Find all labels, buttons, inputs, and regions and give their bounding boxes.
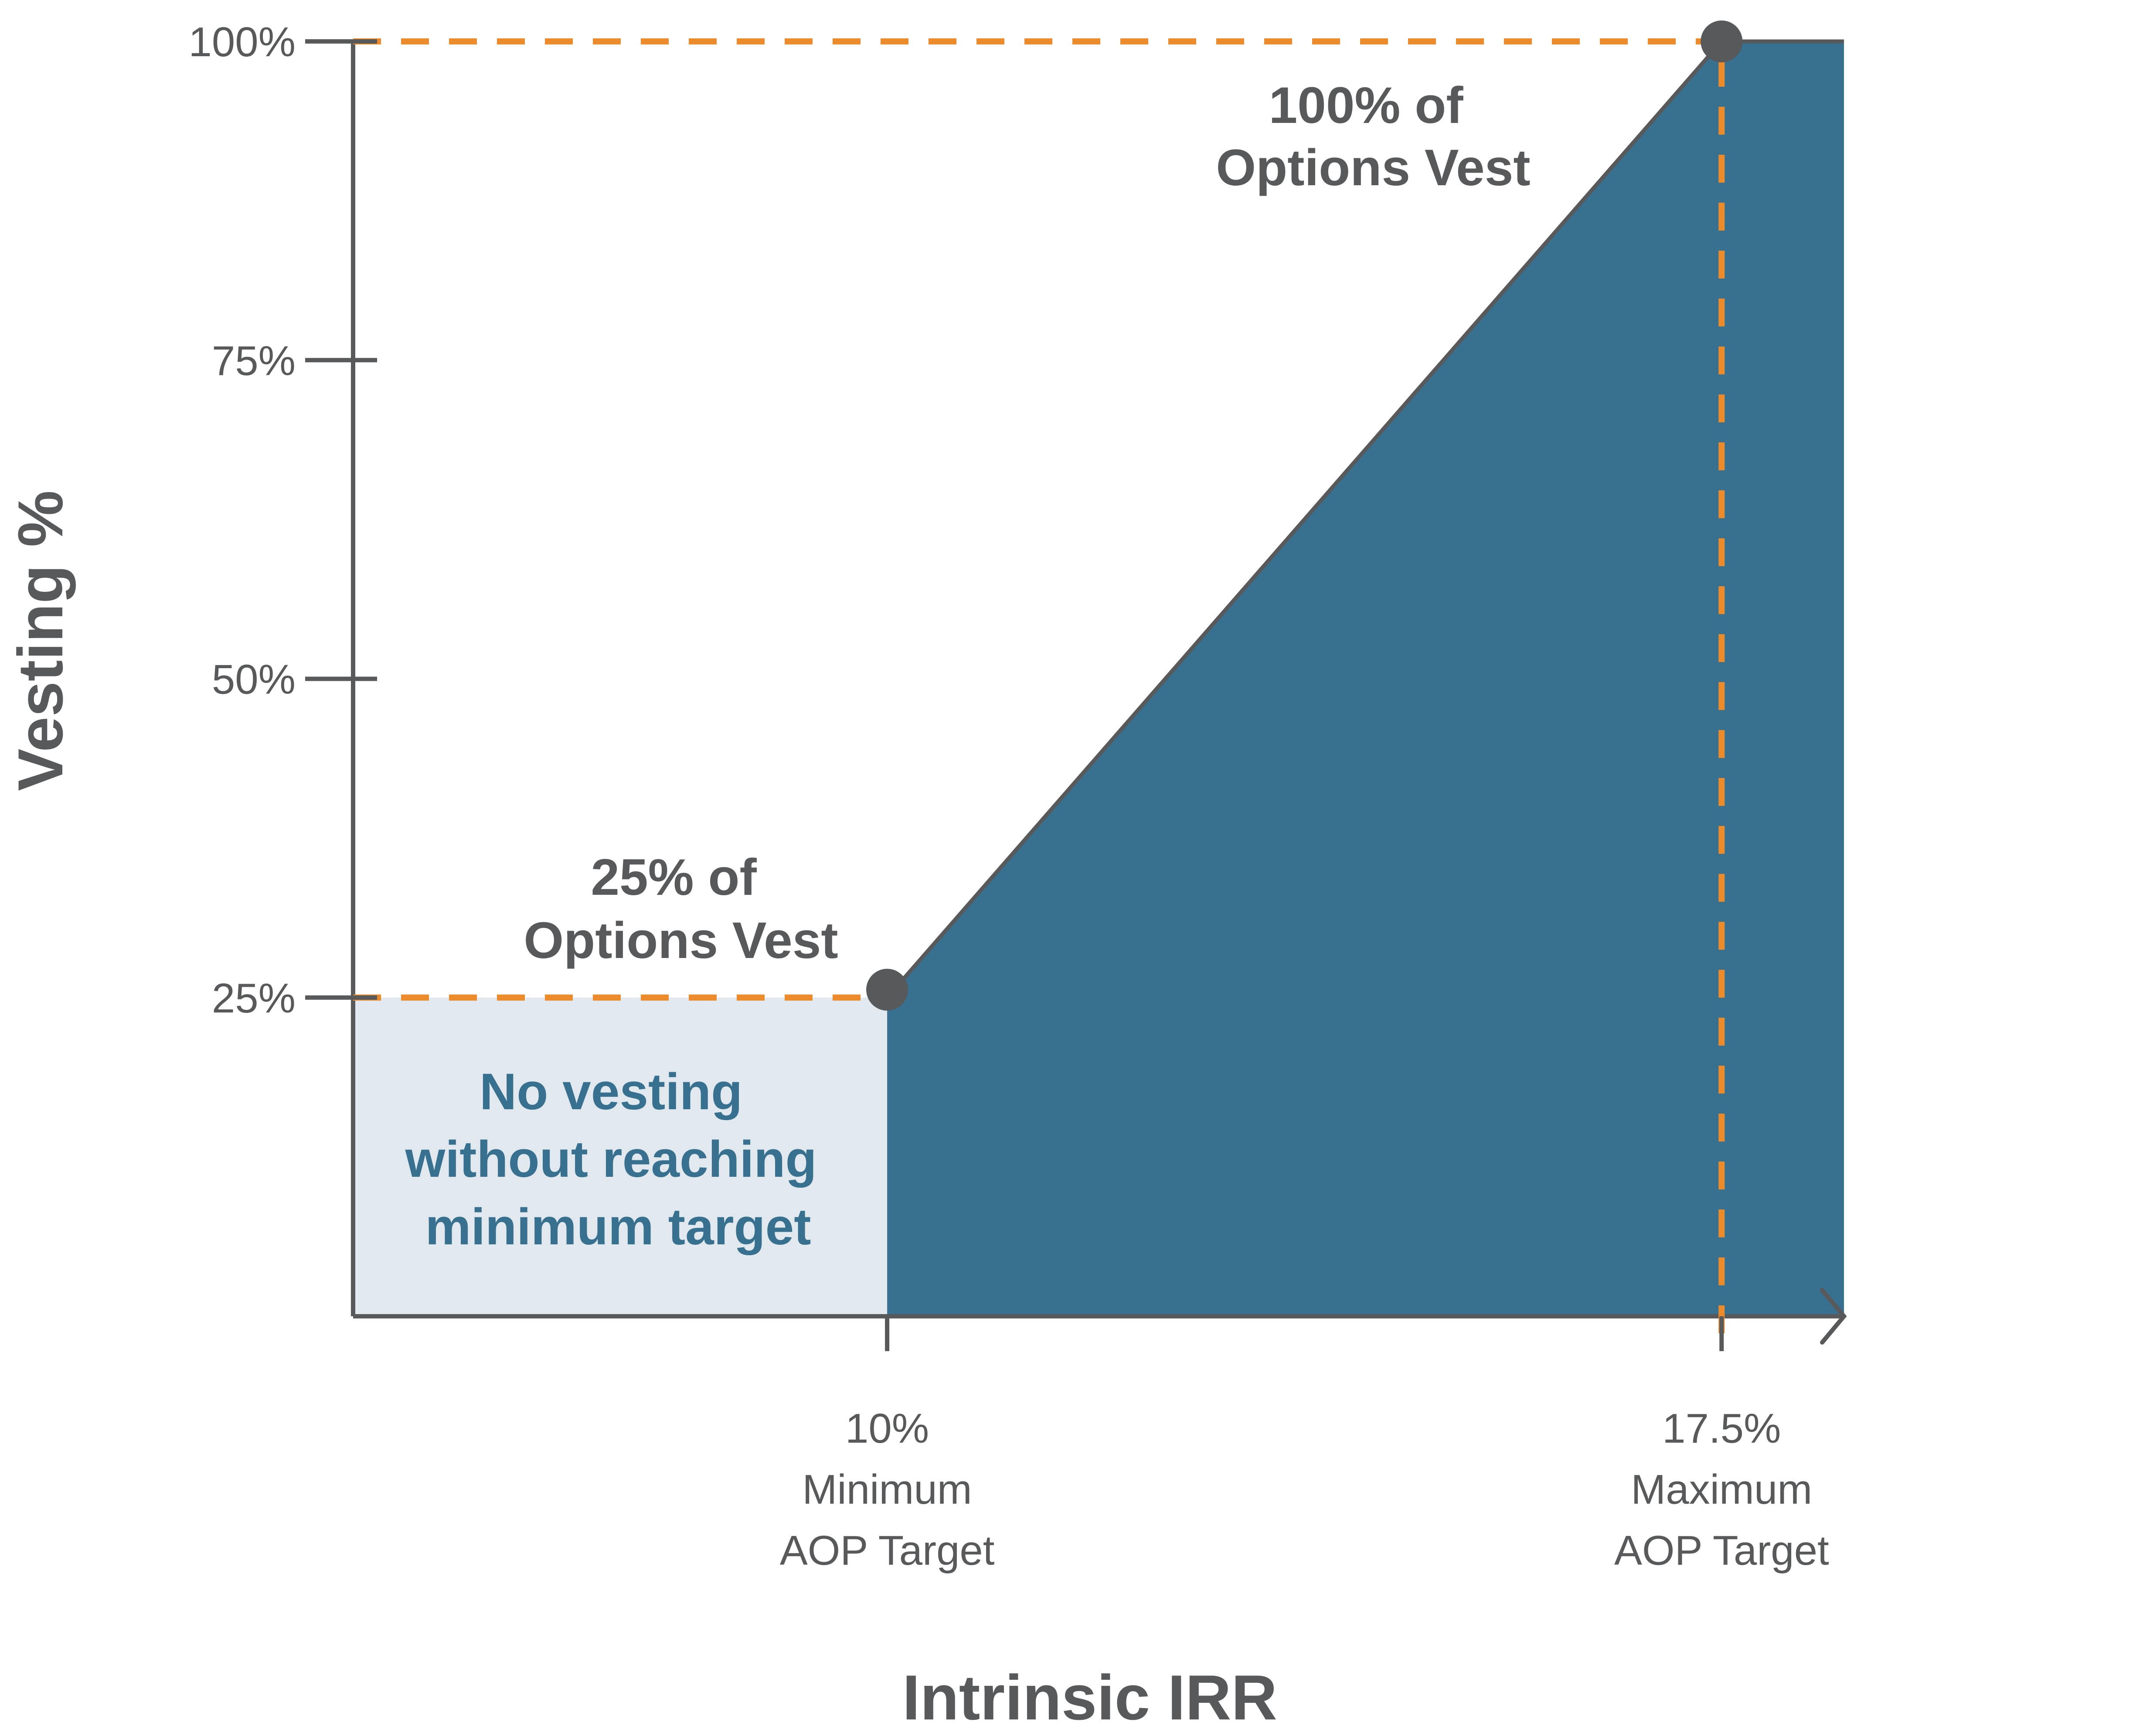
x-axis-arrow-icon [1820, 1288, 1847, 1345]
min-target-point [866, 968, 908, 1011]
min-callout-line-2: Options Vest [524, 912, 838, 969]
no-vesting-line-3: minimum target [425, 1198, 811, 1256]
min-point-callout: 25% of Options Vest [524, 849, 838, 969]
no-vesting-line-2: without reaching [405, 1131, 817, 1188]
x-tick-sublabel: Maximum [1631, 1466, 1812, 1513]
x-tick-label: 10% [845, 1405, 929, 1452]
max-target-point [1701, 20, 1743, 62]
vesting-area [887, 41, 1844, 1316]
y-tick-label: 50% [212, 656, 296, 703]
no-vesting-zone [353, 997, 888, 1316]
x-tick-sublabel: AOP Target [1614, 1527, 1829, 1574]
y-tick-label: 25% [212, 975, 296, 1022]
x-tick-sublabel: Minimum [802, 1466, 972, 1513]
x-axis-ticks: 10% Minimum AOP Target 17.5% Maximum AOP Targ… [780, 1316, 1829, 1574]
min-callout-line-1: 25% of [591, 849, 757, 906]
y-axis-ticks: 25% 50% 75% 100% [188, 19, 377, 1022]
max-callout-line-1: 100% of [1269, 77, 1464, 134]
x-axis-title: Intrinsic IRR [902, 1662, 1277, 1733]
y-tick-label: 75% [212, 337, 296, 384]
no-vesting-label: No vesting without reaching minimum targ… [405, 1063, 831, 1256]
max-point-callout: 100% of Options Vest [1216, 77, 1530, 197]
y-axis-title: Vesting % [5, 490, 76, 791]
x-tick-label: 17.5% [1662, 1405, 1781, 1452]
no-vesting-line-1: No vesting [480, 1063, 742, 1121]
y-tick-label: 100% [188, 19, 296, 65]
max-callout-line-2: Options Vest [1216, 139, 1530, 197]
x-tick-sublabel: AOP Target [780, 1527, 995, 1574]
